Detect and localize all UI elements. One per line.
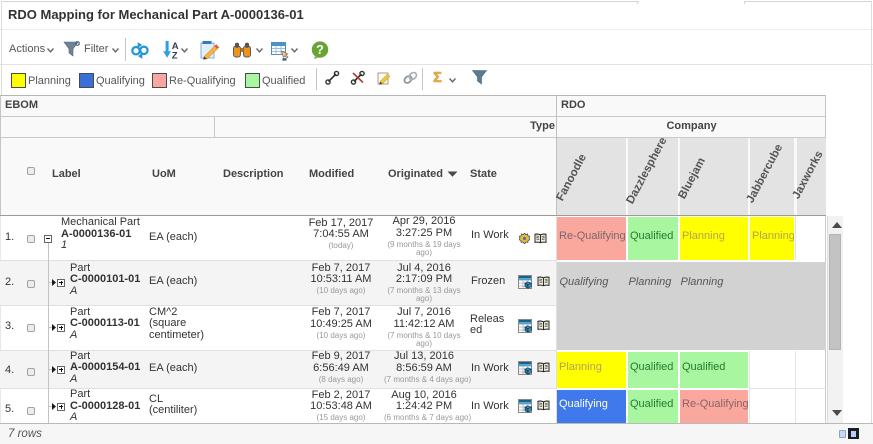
svg-text:A: A [172,41,179,52]
svg-text:Z: Z [172,50,178,59]
svg-text:?: ? [316,43,324,57]
